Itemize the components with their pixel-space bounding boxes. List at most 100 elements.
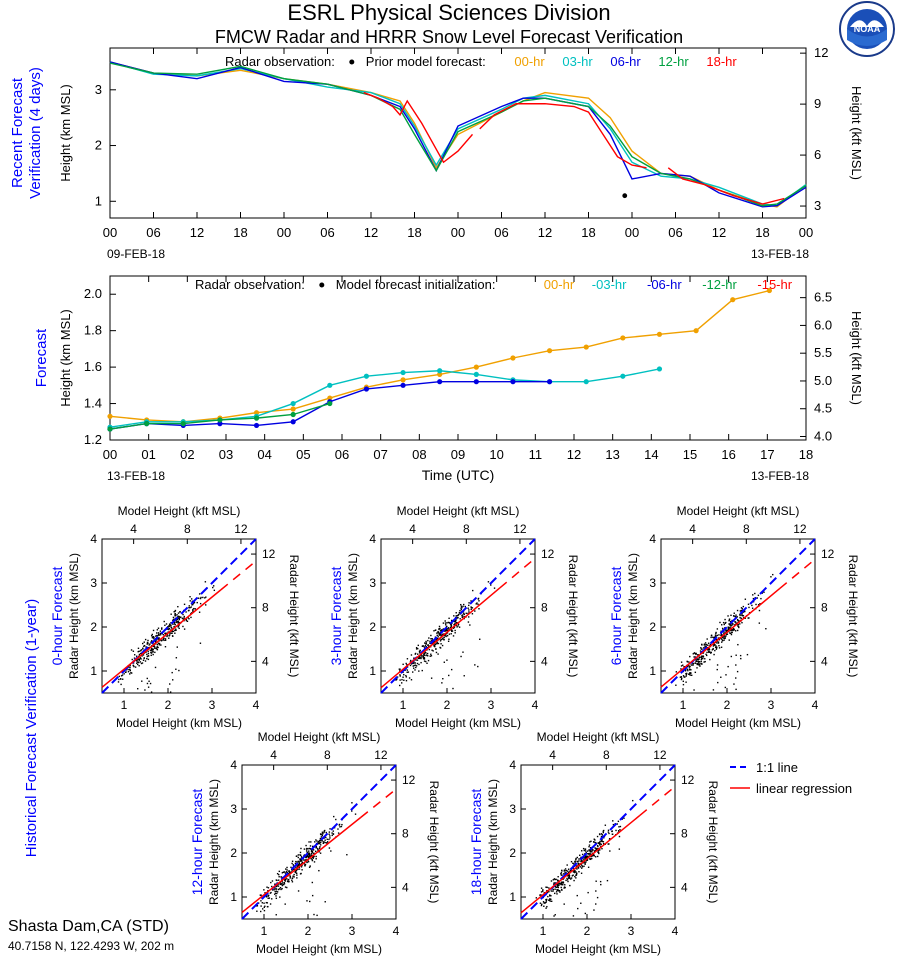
- scatter-point: [418, 652, 421, 654]
- scatter-point: [584, 856, 587, 858]
- scatter-point: [566, 879, 569, 881]
- scatter-point: [446, 635, 449, 637]
- scatter-point: [702, 655, 705, 657]
- scatter-point: [280, 882, 282, 884]
- scatter-point: [147, 652, 150, 655]
- scatter-point: [686, 672, 688, 675]
- scatter-point: [425, 654, 428, 656]
- scatter-point: [600, 843, 602, 846]
- scatter-point: [143, 644, 146, 647]
- scatter-point: [151, 633, 153, 636]
- scatter-point: [200, 596, 202, 599]
- scatter-point: [406, 669, 409, 671]
- x-tick-label: 18: [755, 225, 769, 240]
- scatter-point: [173, 623, 176, 625]
- scatter-point: [400, 682, 403, 684]
- scatter-point: [555, 886, 557, 889]
- scatter-point: [581, 860, 583, 862]
- scatter-point: [577, 866, 579, 869]
- scatter-point: [403, 679, 405, 681]
- scatter-point: [562, 882, 565, 884]
- scatter-point: [307, 848, 309, 850]
- scatter-point: [299, 854, 301, 856]
- scatter-point: [595, 890, 597, 892]
- scatter-point: [590, 851, 592, 853]
- scatter-point: [286, 878, 288, 880]
- scatter-point: [403, 674, 405, 676]
- scatter-point: [694, 662, 696, 664]
- scatter-point: [460, 608, 463, 611]
- series-point: [510, 379, 516, 385]
- scatter-point: [548, 899, 551, 901]
- series-point: [766, 287, 772, 294]
- scatter-point: [702, 647, 705, 649]
- scatter-point: [300, 856, 303, 858]
- scatter-point: [451, 630, 453, 633]
- scatter-point: [176, 618, 179, 620]
- scatter-point: [700, 662, 703, 665]
- scatter-point: [276, 879, 278, 882]
- scatter-point: [129, 668, 131, 670]
- scatter-point: [293, 876, 295, 878]
- scatter-point: [279, 886, 282, 889]
- scatter-point: [752, 594, 754, 596]
- scatter-point: [293, 873, 295, 876]
- y2-axis-title: Radar Height (kft MSL): [706, 781, 720, 904]
- x2-tick-label: 12: [793, 522, 807, 536]
- scatter-point: [175, 620, 178, 622]
- scatter-point: [291, 862, 293, 865]
- scatter-point: [460, 605, 463, 607]
- scatter-point: [710, 636, 712, 639]
- scatter-point: [470, 600, 472, 602]
- scatter-point: [175, 657, 178, 659]
- scatter-point: [463, 615, 465, 618]
- scatter-point: [574, 870, 576, 872]
- scatter-point: [568, 875, 571, 878]
- scatter-point: [414, 662, 416, 664]
- scatter-point: [453, 620, 455, 623]
- scatter-point: [165, 623, 168, 625]
- scatter-point: [559, 889, 561, 892]
- legend-entry: 12-hr: [658, 54, 689, 69]
- scatter-point: [284, 880, 287, 882]
- scatter-point: [596, 844, 599, 847]
- scatter-point: [705, 643, 708, 646]
- scatter-point: [412, 667, 415, 669]
- scatter-point: [708, 647, 710, 650]
- scatter-point: [709, 651, 711, 653]
- scatter-point: [156, 644, 159, 646]
- scatter-point: [279, 883, 282, 886]
- scatter-point: [729, 620, 732, 623]
- scatter-point: [736, 670, 739, 673]
- scatter-point: [585, 857, 587, 859]
- scatter-point: [304, 859, 307, 861]
- scatter-point: [770, 576, 772, 578]
- x-tick-label: 12: [190, 225, 204, 240]
- scatter-point: [566, 877, 568, 880]
- scatter-point: [440, 638, 442, 641]
- scatter-point: [557, 876, 559, 878]
- scatter-point: [138, 659, 140, 661]
- observation-point: [622, 193, 628, 199]
- scatter-point: [682, 680, 685, 683]
- scatter-point: [454, 621, 457, 623]
- scatter-point: [617, 830, 620, 832]
- scatter-point: [166, 635, 168, 638]
- scatter-point: [178, 669, 180, 672]
- scatter-point: [430, 677, 433, 679]
- scatter-point: [308, 855, 310, 858]
- scatter-point: [730, 625, 732, 627]
- scatter-point: [586, 855, 589, 858]
- scatter-point: [148, 680, 150, 682]
- scatter-point: [739, 610, 742, 612]
- scatter-point: [425, 652, 427, 654]
- scatter-point: [329, 828, 331, 830]
- scatter-point: [308, 850, 310, 852]
- scatter-point: [296, 877, 298, 879]
- scatter-point: [414, 664, 417, 666]
- scatter-point: [553, 882, 555, 884]
- scatter-point: [291, 881, 294, 883]
- scatter-point: [612, 820, 614, 822]
- scatter-point: [591, 850, 593, 852]
- scatter-point: [177, 605, 179, 608]
